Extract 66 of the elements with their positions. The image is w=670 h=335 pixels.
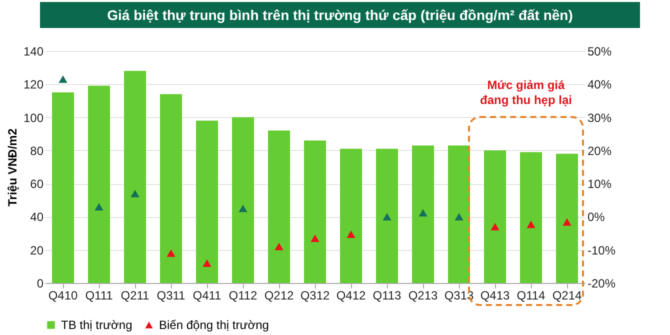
x-tick-label: Q311 (156, 288, 186, 302)
y2-tick-label: 20% (588, 144, 612, 158)
bar (160, 94, 182, 283)
chart-title: Giá biệt thự trung bình trên thị trường thứ cấp (triệu đồng/m² đất nền) (40, 2, 640, 28)
bar (88, 86, 110, 283)
bar (412, 145, 434, 283)
legend-label: TB thị trường (61, 318, 132, 332)
y2-tick-label: 30% (588, 110, 612, 125)
point (94, 203, 104, 211)
y-tick-label: 40 (30, 210, 44, 224)
point (346, 230, 356, 238)
legend-label: Biến động thị trường (159, 318, 269, 332)
x-tick-label: Q212 (264, 288, 294, 302)
annotation: Mức giảm giá đang thu hẹp lại (478, 78, 573, 108)
x-tick-label: Q213 (408, 288, 438, 302)
y-tick-label: 60 (30, 177, 44, 192)
point (166, 249, 176, 257)
bar (52, 92, 74, 283)
point (562, 218, 572, 226)
y2-tick-label: 50% (588, 44, 612, 58)
y2-tick-label: -20% (588, 276, 616, 290)
y-tick-label: 140 (23, 44, 44, 58)
point (418, 208, 428, 216)
bar (340, 148, 362, 283)
bar (304, 140, 326, 283)
y2-tick-label: 10% (588, 177, 612, 192)
y-tick-label: 120 (23, 78, 44, 92)
x-tick-label: Q113 (372, 288, 402, 302)
y-tick-label: 100 (23, 110, 44, 125)
bar (448, 145, 470, 283)
y2-tick-label: -10% (588, 243, 616, 258)
y-tick-label: 0 (36, 276, 44, 290)
y-axis-title: Triệu VNĐ/m2 (5, 128, 20, 207)
point (130, 190, 140, 198)
point (202, 259, 212, 267)
y2-tick-label: 0% (588, 210, 606, 224)
point (382, 212, 392, 220)
y-tick-label: 80 (30, 144, 44, 158)
bar (232, 117, 254, 283)
bar (268, 130, 290, 283)
point (454, 212, 464, 220)
x-tick-label: Q313 (444, 288, 474, 302)
y-tick-label: 20 (30, 243, 44, 258)
point (310, 234, 320, 242)
point (58, 75, 68, 83)
x-tick-label: Q112 (228, 288, 258, 302)
point (274, 242, 284, 250)
bar (520, 152, 542, 283)
point (238, 204, 248, 212)
bar (124, 70, 146, 283)
bar (196, 120, 218, 283)
bar (376, 148, 398, 283)
point (526, 220, 536, 228)
y2-tick-label: 40% (588, 78, 612, 92)
x-tick-label: Q114 (516, 288, 546, 302)
x-tick-label: Q312 (300, 288, 330, 302)
bar (556, 154, 578, 283)
x-tick-label: Q111 (85, 288, 114, 302)
x-tick-label: Q411 (192, 288, 222, 302)
x-tick-label: Q412 (336, 288, 366, 302)
x-tick-label: Q211 (120, 288, 150, 302)
bar (484, 150, 506, 283)
x-tick-label: Q413 (480, 288, 510, 302)
point (490, 222, 500, 230)
x-tick-label: Q214 (552, 288, 582, 302)
x-tick-label: Q410 (48, 288, 78, 302)
